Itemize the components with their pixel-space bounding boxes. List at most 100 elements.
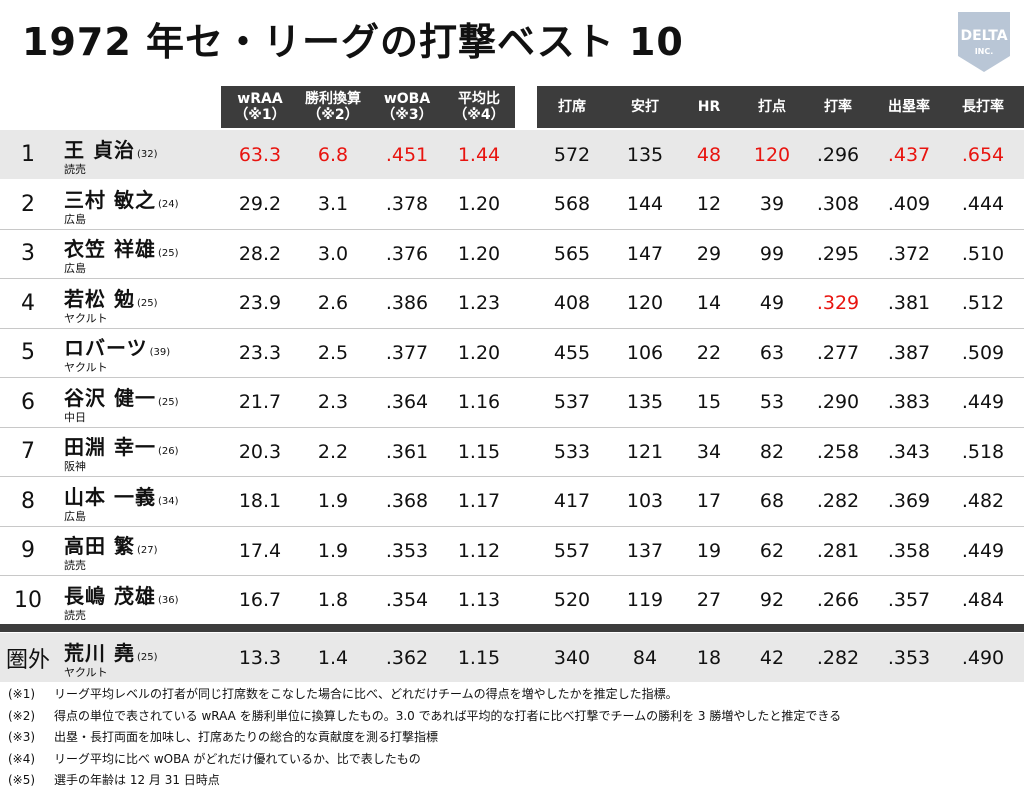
hits-cell: 137 [626, 539, 664, 562]
slg-cell: .509 [961, 341, 1005, 364]
win-cell: 2.3 [317, 391, 349, 413]
hits-cell: 144 [626, 193, 664, 215]
rank-cell: 6 [21, 389, 35, 415]
woba-cell: .362 [385, 646, 429, 669]
rank-cell: 9 [21, 538, 35, 563]
avg-cell: .290 [816, 391, 860, 413]
slg-cell: .484 [961, 589, 1005, 611]
svg-text:INC.: INC. [975, 47, 994, 56]
player-name: 谷沢 健一 [64, 385, 156, 410]
obp-cell: .383 [887, 391, 931, 413]
player-cell: 若松 勉 (25) ヤクルト [64, 283, 224, 327]
player-name: 衣笠 祥雄 [64, 237, 156, 261]
avg-cell: .308 [816, 193, 860, 215]
woba-cell: .368 [385, 490, 429, 512]
player-team: 広島 [64, 212, 86, 226]
header-woba: wOBA （※3） [381, 91, 433, 123]
hr-cell: 18 [696, 646, 722, 669]
rank-cell: 10 [14, 587, 42, 613]
avg-cell: .258 [816, 440, 860, 463]
woba-cell: .386 [385, 292, 429, 314]
woba-cell: .451 [385, 143, 429, 166]
rbi-cell: 62 [759, 539, 785, 562]
hr-cell: 12 [696, 193, 722, 215]
player-cell: 谷沢 健一 (25) 中日 [64, 382, 224, 426]
player-cell: 田淵 幸一 (26) 阪神 [64, 431, 224, 475]
woba-cell: .377 [385, 341, 429, 364]
player-name: 田淵 幸一 [64, 435, 156, 459]
woba-cell: .354 [385, 589, 429, 611]
hr-cell: 22 [696, 341, 722, 364]
player-name: 若松 勉 [64, 286, 135, 311]
player-age: (25) [157, 396, 179, 408]
ratio-cell: 1.15 [457, 440, 501, 463]
hits-cell: 120 [626, 292, 664, 314]
hits-cell: 119 [626, 589, 664, 611]
table-row: 3 衣笠 祥雄 (25) 広島 28.2 3.0 .376 1.20 565 147 29 99 .29… [0, 229, 1024, 279]
player-name: 王 貞治 [64, 138, 135, 162]
player-team: 読売 [64, 608, 86, 622]
obp-cell: .381 [887, 292, 931, 314]
header-ratio: 平均比 （※4） [453, 91, 505, 123]
pa-cell: 455 [553, 341, 591, 364]
wraa-cell: 23.9 [238, 292, 282, 314]
hits-cell: 121 [626, 440, 664, 463]
rbi-cell: 82 [759, 440, 785, 463]
pa-cell: 408 [553, 292, 591, 314]
ratio-cell: 1.15 [457, 646, 501, 669]
delta-logo: DELTA INC. [958, 12, 1010, 72]
player-age: (25) [136, 652, 158, 663]
table-row: 7 田淵 幸一 (26) 阪神 20.3 2.2 .361 1.15 533 121 34 82 .25… [0, 427, 1024, 477]
player-cell: ロバーツ (39) ヤクルト [64, 332, 224, 376]
slg-cell: .449 [961, 391, 1005, 413]
slg-cell: .512 [961, 292, 1005, 314]
rank-cell: 7 [21, 439, 35, 464]
hits-cell: 103 [626, 490, 664, 512]
hr-cell: 17 [696, 490, 722, 512]
rank-cell: 8 [21, 488, 35, 514]
table-row: 10 長嶋 茂雄 (36) 読売 16.7 1.8 .354 1.13 520 119 27 92 .2… [0, 576, 1024, 625]
rank-cell: 4 [21, 290, 35, 316]
rank-cell: 2 [21, 191, 35, 217]
header-bg-advanced [221, 86, 515, 128]
player-age: (27) [136, 545, 158, 556]
hits-cell: 147 [626, 242, 664, 265]
outside-divider [0, 624, 1024, 632]
footnote-3: (※3) 出塁・長打両面を加味し、打席あたりの総合的な貢献度を測る打撃指標 [8, 730, 439, 744]
wraa-cell: 63.3 [238, 143, 282, 166]
header-hits: 安打 [631, 99, 659, 115]
slg-cell: .654 [961, 143, 1005, 166]
svg-text:DELTA: DELTA [960, 28, 1007, 44]
slg-cell: .490 [961, 646, 1005, 669]
win-cell: 1.9 [317, 490, 349, 512]
win-cell: 3.1 [317, 193, 349, 215]
player-team: 阪神 [64, 460, 86, 473]
obp-cell: .369 [887, 490, 931, 512]
footnote-5: (※5) 選手の年齢は 12 月 31 日時点 [8, 773, 220, 787]
rbi-cell: 39 [759, 193, 785, 215]
player-age: (25) [136, 297, 158, 309]
player-age: (24) [157, 198, 179, 210]
rbi-cell: 92 [759, 589, 785, 611]
pa-cell: 568 [553, 193, 591, 215]
footnote-4: (※4) リーグ平均に比べ wOBA がどれだけ優れているか、比で表したもの [8, 751, 421, 766]
rank-cell: 3 [21, 241, 35, 266]
player-team: ヤクルト [64, 666, 108, 679]
avg-cell: .296 [816, 143, 860, 166]
header-hr: HR [697, 99, 721, 115]
slg-cell: .482 [961, 490, 1005, 512]
player-age: (34) [157, 495, 179, 507]
player-name: 山本 一義 [64, 484, 156, 509]
obp-cell: .358 [887, 539, 931, 562]
player-name: 高田 繁 [64, 534, 135, 558]
woba-cell: .376 [385, 242, 429, 265]
obp-cell: .409 [887, 193, 931, 215]
rank-cell: 5 [21, 340, 35, 365]
ratio-cell: 1.20 [457, 341, 501, 364]
avg-cell: .329 [816, 292, 860, 314]
hr-cell: 15 [696, 391, 722, 413]
win-cell: 2.6 [317, 292, 349, 314]
pa-cell: 565 [553, 242, 591, 265]
rbi-cell: 68 [759, 490, 785, 512]
hits-cell: 135 [626, 391, 664, 413]
